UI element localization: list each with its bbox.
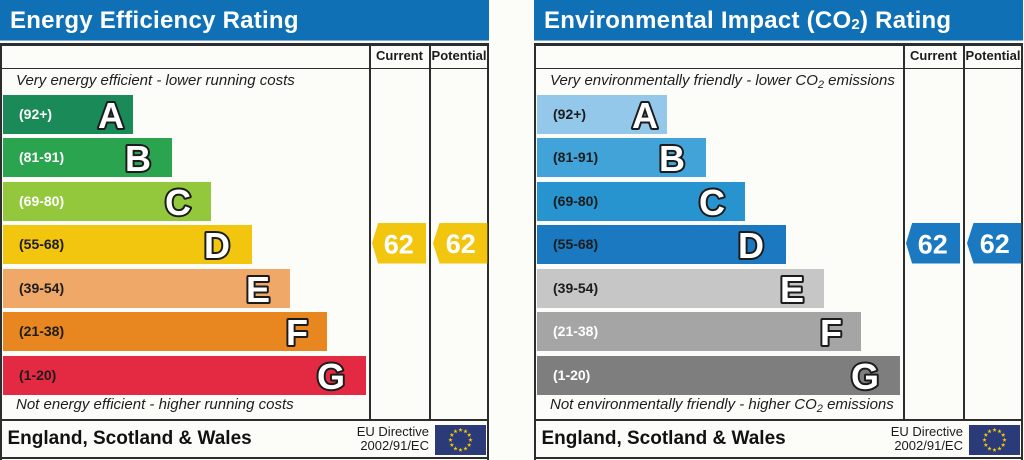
svg-text:C: C: [699, 182, 725, 223]
svg-text:F: F: [820, 312, 842, 353]
svg-text:A: A: [98, 95, 124, 136]
svg-text:E: E: [780, 269, 804, 310]
svg-text:62: 62: [446, 229, 476, 259]
svg-text:D: D: [204, 225, 230, 266]
svg-text:B: B: [659, 138, 685, 179]
svg-text:62: 62: [980, 229, 1010, 259]
svg-text:C: C: [165, 182, 191, 223]
svg-text:62: 62: [918, 229, 948, 259]
svg-text:62: 62: [384, 229, 414, 259]
svg-text:D: D: [738, 225, 764, 266]
svg-text:G: G: [317, 356, 345, 397]
svg-text:E: E: [246, 269, 270, 310]
svg-text:G: G: [851, 356, 879, 397]
svg-text:F: F: [286, 312, 308, 353]
svg-text:A: A: [632, 95, 658, 136]
svg-text:B: B: [125, 138, 151, 179]
